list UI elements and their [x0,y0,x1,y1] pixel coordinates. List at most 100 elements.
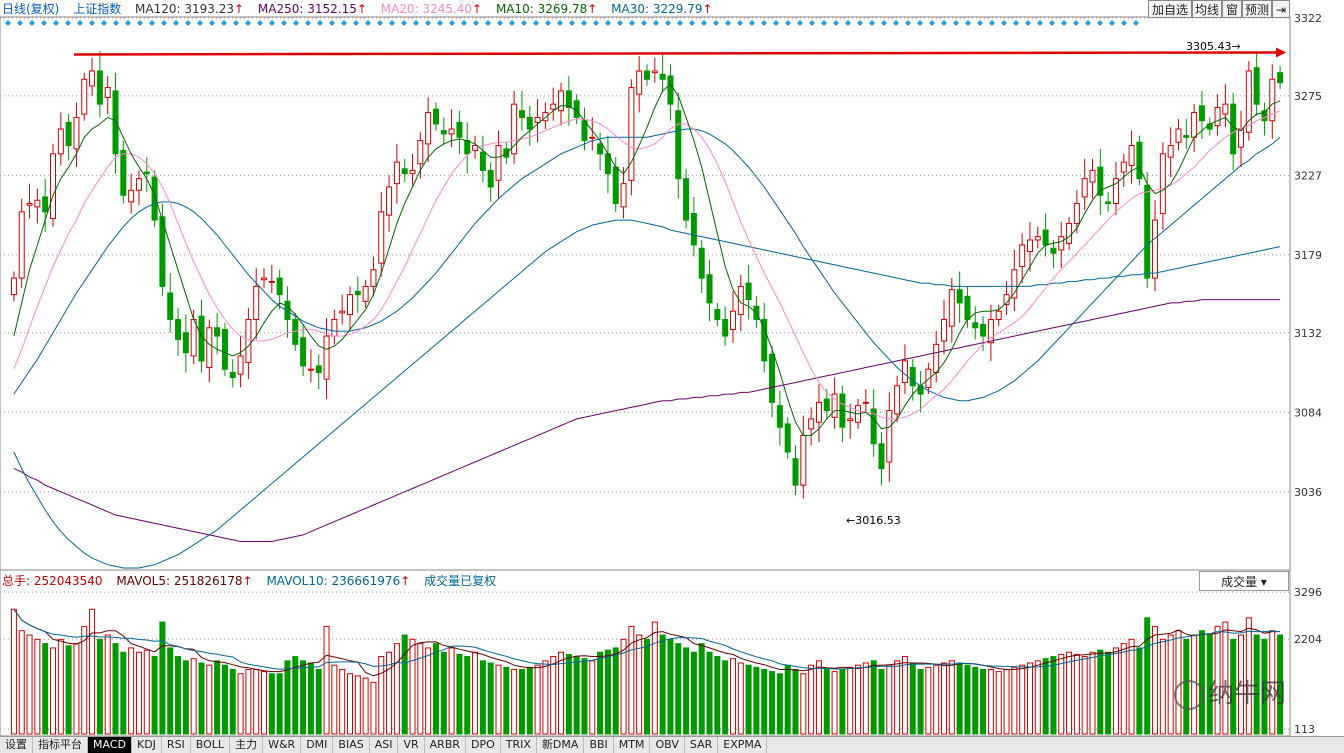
avg-line-button[interactable]: 均线 [1192,0,1222,18]
candle-body [714,309,721,321]
diamond-marker [233,20,239,26]
candle-body [1034,236,1041,241]
volume-bar [526,666,533,735]
diamond-marker [617,20,623,26]
volume-bar [995,671,1002,735]
exit-icon[interactable]: ⇥ [1272,0,1290,18]
ma250-line [13,299,1281,542]
volume-bar [1120,643,1127,735]
candle-body [57,128,64,155]
diamond-marker [797,20,803,26]
tab-5[interactable]: BOLL [191,737,231,753]
diamond-marker [737,20,743,26]
tab-11[interactable]: VR [398,737,425,753]
volume-bar [1206,634,1213,735]
tab-3[interactable]: KDJ [132,737,162,753]
tab-17[interactable]: MTM [614,737,651,753]
diamond-marker [305,20,311,26]
candle-body [644,70,650,80]
tab-12[interactable]: ARBR [425,737,467,753]
diamond-marker [1001,20,1007,26]
price-tick-label: 3084 [1294,406,1322,419]
diamond-marker [413,20,419,26]
candle-body [18,211,25,279]
diamond-marker [569,20,575,26]
volume-bar [745,664,752,735]
volume-bar [284,660,291,735]
volume-bar [401,634,408,735]
forecast-button[interactable]: 预测 [1242,0,1272,18]
volume-bar [307,662,314,735]
volume-bar [636,634,643,735]
tab-10[interactable]: ASI [370,737,399,753]
candle-body [980,323,987,337]
candle-body [1066,222,1073,244]
add-watch-button[interactable]: 加自选 [1148,0,1192,18]
candle-body [268,280,275,283]
volume-bar [42,643,49,735]
tab-6[interactable]: 主力 [230,737,264,753]
window-button[interactable]: 窗 [1222,0,1242,18]
diamond-marker [749,20,755,26]
ma120-label: MA120: 3193.23↑ [135,2,245,16]
tab-16[interactable]: BBI [584,737,614,753]
diamond-marker [557,20,563,26]
candle-body [1112,178,1119,205]
candle-body [456,121,463,138]
mavol5-line [13,608,1281,677]
candle-body [448,128,455,135]
candle-body [89,70,96,87]
candle-body [354,290,361,296]
candle-body [1191,111,1198,138]
diamond-marker [581,20,587,26]
volume-bar [855,664,862,735]
diamond-marker [881,20,887,26]
tab-0[interactable]: 设置 [0,737,33,753]
candle-body [378,211,385,264]
price-tick-label: 3132 [1294,327,1322,340]
tab-7[interactable]: W&R [263,737,302,753]
ma10-line [13,83,1281,436]
volume-bar [346,673,353,735]
diamond-marker [641,20,647,26]
tab-14[interactable]: TRIX [501,737,537,753]
diamond-marker [869,20,875,26]
volume-bar [729,658,736,735]
candle-body [1253,67,1260,105]
volume-bar [870,660,877,735]
diamond-marker [473,20,479,26]
tab-19[interactable]: SAR [685,737,719,753]
candle-body [143,171,150,175]
volume-bar [300,660,307,735]
index-name: 上证指数 [73,2,122,16]
tab-13[interactable]: DPO [466,737,501,753]
volume-bar [10,608,17,735]
tab-9[interactable]: BIAS [333,737,370,753]
volume-bar [565,653,572,735]
tab-20[interactable]: EXPMA [718,737,768,753]
indicator-select[interactable]: 成交量 ▾ [1199,571,1289,591]
tab-2[interactable]: MACD [88,737,132,753]
volume-bar [104,634,111,735]
candle-body [925,368,932,388]
ma20-line [13,110,1281,420]
candle-body [1019,244,1026,267]
volume-bar [917,668,924,735]
candle-body [941,319,948,342]
candle-body [948,289,955,327]
diamond-marker [137,20,143,26]
candle-body [1081,178,1088,198]
tab-4[interactable]: RSI [162,737,191,753]
tab-18[interactable]: OBV [650,737,685,753]
volume-bar [268,673,275,735]
tab-8[interactable]: DMI [301,737,334,753]
diamond-marker [485,20,491,26]
price-tick-label: 3322 [1294,12,1322,25]
volume-bar [784,664,791,735]
tab-1[interactable]: 指标平台 [33,737,88,753]
volume-bar [261,671,268,735]
candle-body [346,294,353,316]
volume-bar [1026,662,1033,735]
tab-15[interactable]: 新DMA [537,737,585,753]
